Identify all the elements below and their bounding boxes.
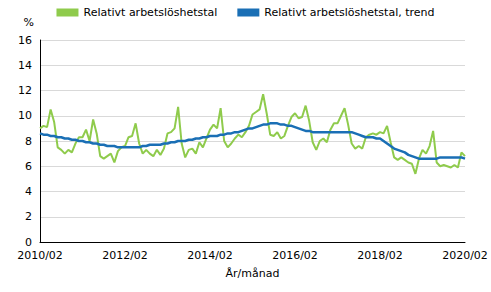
svg-text:4: 4	[25, 185, 32, 198]
svg-text:16: 16	[18, 34, 32, 47]
svg-text:2012/02: 2012/02	[102, 249, 148, 262]
svg-text:12: 12	[18, 84, 32, 97]
svg-text:%: %	[24, 16, 34, 29]
svg-text:10: 10	[18, 109, 32, 122]
svg-text:8: 8	[25, 135, 32, 148]
svg-text:0: 0	[25, 236, 32, 249]
svg-text:Relativt arbetslöshetstal: Relativt arbetslöshetstal	[83, 6, 217, 19]
svg-text:2018/02: 2018/02	[357, 249, 403, 262]
svg-text:2: 2	[25, 210, 32, 223]
svg-text:14: 14	[18, 59, 32, 72]
svg-text:2014/02: 2014/02	[187, 249, 233, 262]
svg-text:2020/02: 2020/02	[442, 249, 488, 262]
svg-text:År/månad: År/månad	[226, 267, 280, 280]
svg-text:2010/02: 2010/02	[17, 249, 63, 262]
svg-text:6: 6	[25, 160, 32, 173]
svg-text:2016/02: 2016/02	[272, 249, 318, 262]
svg-text:Relativt arbetslöshetstal, tre: Relativt arbetslöshetstal, trend	[264, 6, 434, 19]
